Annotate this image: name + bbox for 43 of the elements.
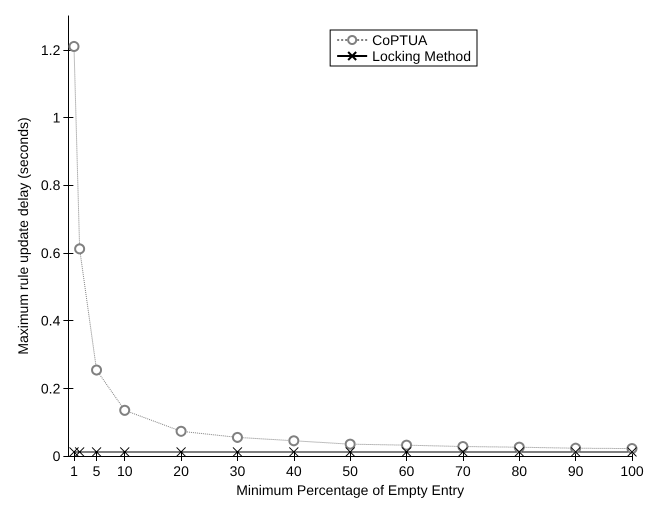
x-axis-title: Minimum Percentage of Empty Entry (236, 482, 464, 498)
y-axis-title: Maximum rule update delay (seconds) (15, 117, 31, 355)
y-tick-label: 0.8 (40, 177, 61, 194)
point (345, 446, 356, 457)
point (458, 446, 468, 457)
point (570, 446, 581, 457)
y-tick-label: 1 (52, 110, 61, 126)
legend-label: Locking Method (372, 48, 472, 64)
legend-label: CoPTUA (372, 32, 428, 48)
point (119, 404, 130, 416)
point (74, 243, 86, 254)
x-tick-label: 50 (342, 463, 358, 479)
point (91, 364, 102, 376)
point (401, 440, 412, 451)
point (176, 446, 186, 457)
y-tick-label: 1.2 (40, 42, 61, 58)
y-tick-label: 0.2 (40, 380, 61, 396)
y-tick-label: 0.6 (40, 244, 61, 261)
x-tick-label: 90 (568, 463, 584, 479)
x-tick-label: 60 (398, 463, 415, 479)
point (232, 446, 242, 457)
point (92, 446, 102, 457)
x-tick-label: 70 (455, 463, 471, 479)
point (627, 446, 637, 457)
point (344, 438, 356, 450)
x-tick-label: 100 (620, 463, 644, 479)
point (288, 446, 299, 457)
point (176, 426, 187, 437)
point (68, 40, 80, 52)
x-tick-label: 30 (230, 463, 246, 479)
x-tick-label: 5 (92, 463, 101, 479)
x-tick-label: 80 (511, 463, 528, 479)
point (232, 432, 243, 443)
point (514, 446, 524, 457)
point (288, 435, 300, 446)
x-tick-label: 40 (286, 463, 302, 479)
point (120, 446, 130, 457)
y-tick-label: 0.4 (40, 312, 61, 329)
x-tick-label: 10 (116, 463, 133, 479)
x-tick-label: 1 (70, 463, 78, 479)
y-tick-label: 0 (52, 448, 61, 464)
point (402, 446, 412, 457)
x-tick-label: 20 (173, 463, 190, 479)
